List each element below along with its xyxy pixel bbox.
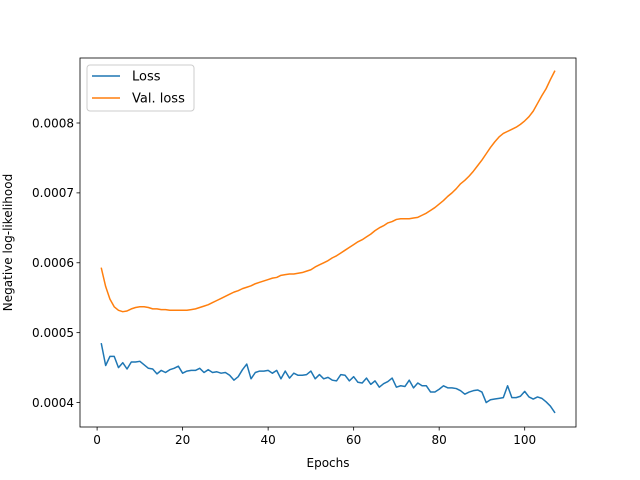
x-tick-label: 100 bbox=[513, 433, 536, 447]
x-tick-label: 80 bbox=[432, 433, 447, 447]
y-tick-label: 0.0005 bbox=[32, 326, 74, 340]
y-tick-label: 0.0006 bbox=[32, 256, 74, 270]
series-line-val-loss bbox=[100, 70, 556, 313]
x-tick-label: 0 bbox=[93, 433, 101, 447]
legend-label-loss: Loss bbox=[132, 70, 161, 85]
y-axis: 0.0004 0.0005 0.0006 0.0007 0.0008 bbox=[32, 116, 80, 410]
x-tick-label: 40 bbox=[260, 433, 275, 447]
x-axis: 0 20 40 60 80 100 bbox=[93, 427, 536, 447]
y-tick-label: 0.0008 bbox=[32, 116, 74, 130]
y-tick-label: 0.0007 bbox=[32, 186, 74, 200]
x-tick-label: 20 bbox=[175, 433, 190, 447]
plot-frame bbox=[79, 57, 577, 428]
legend-label-val-loss: Val. loss bbox=[132, 92, 185, 107]
y-axis-label: Negative log-likelihood bbox=[1, 174, 15, 311]
legend: Loss Val. loss bbox=[86, 64, 195, 112]
x-tick-label: 60 bbox=[346, 433, 361, 447]
series-line-loss bbox=[100, 342, 556, 414]
series-layer bbox=[100, 70, 556, 414]
y-tick-label: 0.0004 bbox=[32, 396, 74, 410]
x-axis-label: Epochs bbox=[307, 456, 350, 470]
